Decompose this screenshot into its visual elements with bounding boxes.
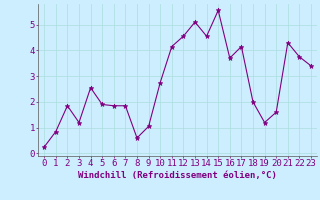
X-axis label: Windchill (Refroidissement éolien,°C): Windchill (Refroidissement éolien,°C) [78,171,277,180]
